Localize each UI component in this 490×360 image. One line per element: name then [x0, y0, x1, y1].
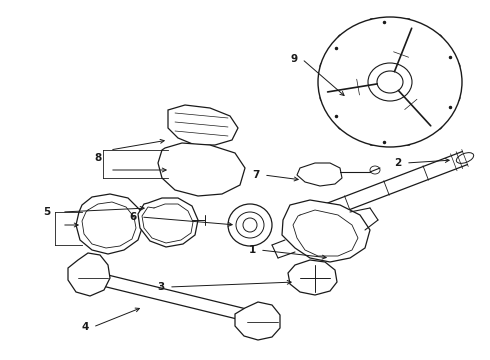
- Ellipse shape: [253, 314, 263, 323]
- Text: 6: 6: [129, 212, 137, 222]
- Ellipse shape: [228, 204, 272, 246]
- Text: 3: 3: [157, 282, 165, 292]
- Ellipse shape: [249, 311, 267, 325]
- Text: 2: 2: [394, 158, 402, 168]
- Polygon shape: [76, 194, 143, 254]
- Ellipse shape: [318, 17, 462, 147]
- Ellipse shape: [302, 214, 314, 222]
- Polygon shape: [158, 143, 245, 196]
- Text: 4: 4: [81, 322, 89, 332]
- Polygon shape: [282, 200, 370, 262]
- Text: 7: 7: [252, 170, 260, 180]
- Text: 8: 8: [95, 153, 101, 163]
- Text: 1: 1: [248, 245, 256, 255]
- Text: 5: 5: [44, 207, 50, 217]
- Polygon shape: [235, 302, 280, 340]
- Ellipse shape: [84, 270, 106, 286]
- Ellipse shape: [236, 212, 264, 238]
- Ellipse shape: [370, 166, 380, 174]
- Ellipse shape: [90, 273, 100, 283]
- Ellipse shape: [377, 71, 403, 93]
- Polygon shape: [288, 260, 337, 295]
- Ellipse shape: [187, 169, 203, 181]
- Text: 9: 9: [291, 54, 297, 64]
- Ellipse shape: [456, 153, 474, 163]
- Polygon shape: [138, 198, 198, 247]
- Polygon shape: [297, 163, 342, 186]
- Ellipse shape: [309, 272, 321, 284]
- Ellipse shape: [214, 165, 226, 175]
- Ellipse shape: [368, 63, 412, 101]
- Ellipse shape: [311, 170, 325, 180]
- Polygon shape: [68, 253, 110, 296]
- Ellipse shape: [243, 218, 257, 232]
- Polygon shape: [168, 105, 238, 145]
